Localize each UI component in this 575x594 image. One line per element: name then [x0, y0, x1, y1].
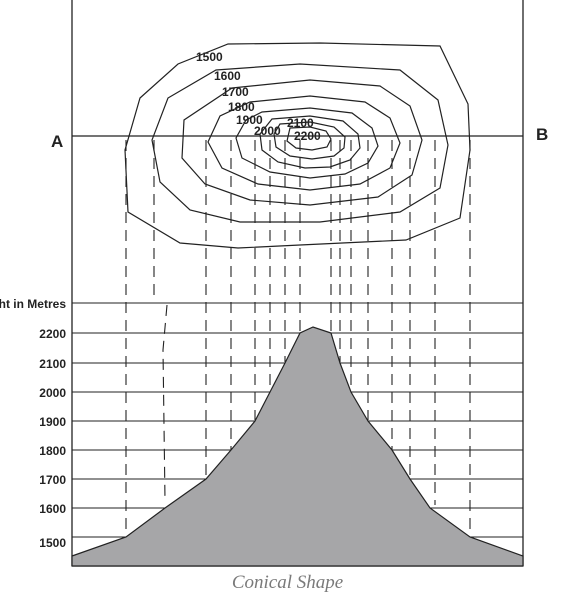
contour-label-1500: 1500	[196, 50, 223, 64]
projection-lines	[125, 140, 471, 535]
contour-label-1700: 1700	[222, 85, 249, 99]
contour-1900	[235, 107, 379, 179]
conical-profile	[71, 326, 524, 567]
height-label-2100: 2100	[39, 357, 66, 371]
contour-2100	[273, 121, 346, 160]
figure-caption: Conical Shape	[231, 572, 344, 593]
height-label-1900: 1900	[39, 415, 66, 429]
height-label-2000: 2000	[39, 386, 66, 400]
contour-1600	[151, 63, 449, 223]
contour-1700	[181, 79, 423, 206]
label-b: B	[536, 125, 548, 144]
height-label-1700: 1700	[39, 473, 66, 487]
contour-label-2200: 2200	[294, 129, 321, 143]
height-label-2200: 2200	[39, 327, 66, 341]
contour-1500	[124, 42, 471, 249]
contour-value-labels: 1500 1600 1700 1800 1900 2000 2100 2200	[196, 50, 321, 143]
contour-label-1800: 1800	[228, 100, 255, 114]
contour-2200	[286, 126, 332, 151]
contour-label-2100: 2100	[287, 116, 314, 130]
height-label-1800: 1800	[39, 444, 66, 458]
contour-map	[124, 42, 471, 249]
height-label-1500: 1500	[39, 536, 66, 550]
contour-label-2000: 2000	[254, 124, 281, 138]
contour-1800	[207, 95, 401, 191]
height-axis-labels: Height in Metres 2200 2100 2000 1900 180…	[0, 297, 66, 550]
contour-label-1900: 1900	[236, 113, 263, 127]
height-axis-title: Height in Metres	[0, 297, 66, 311]
contour-label-1600: 1600	[214, 69, 241, 83]
label-a: A	[51, 132, 63, 151]
height-label-1600: 1600	[39, 502, 66, 516]
